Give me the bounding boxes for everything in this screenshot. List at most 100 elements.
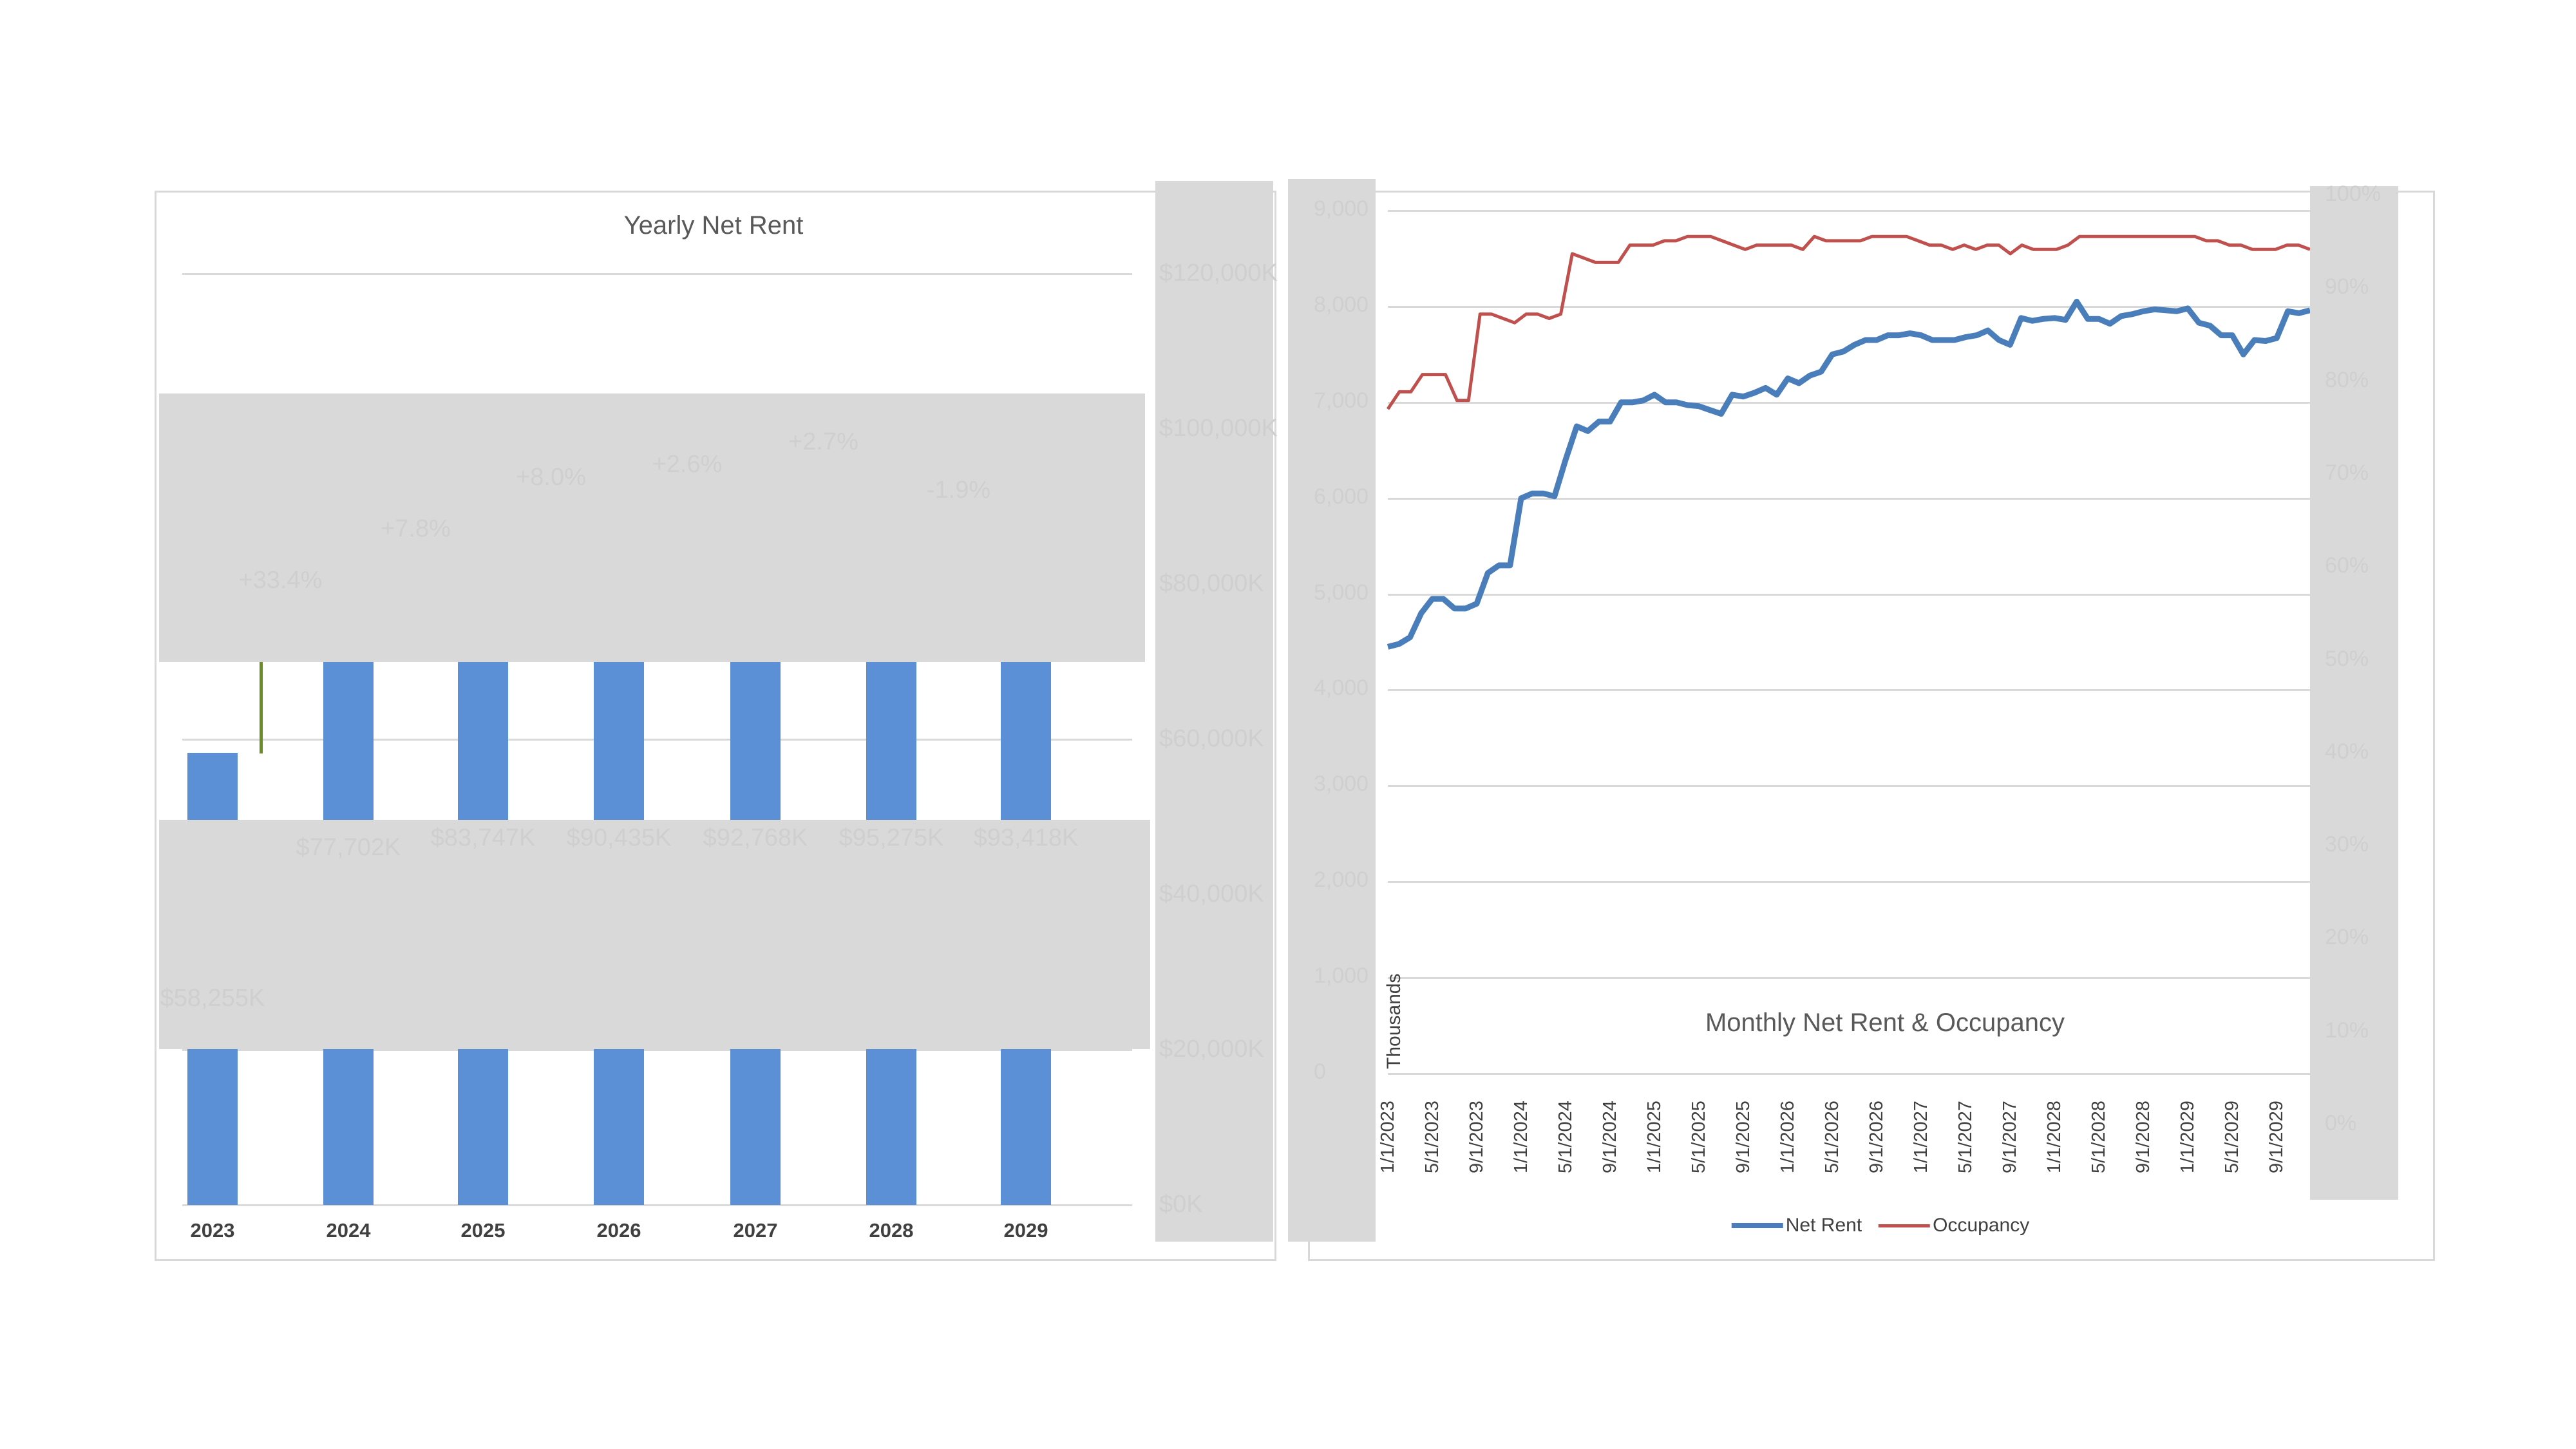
y-tick-label: 20% — [2325, 925, 2369, 950]
y-tick-label: 60% — [2325, 553, 2369, 578]
bar-value-label: $58,255K — [160, 985, 265, 1012]
gridline — [1388, 1073, 2310, 1075]
gridline — [182, 273, 1132, 275]
y-tick-label: 30% — [2325, 832, 2369, 857]
bar-value-label: $90,435K — [566, 824, 672, 851]
gridline — [1388, 401, 2310, 404]
gridline — [182, 1049, 1132, 1051]
x-tick-label: 5/1/2023 — [1422, 1101, 1443, 1173]
net-rent-line — [1387, 298, 2311, 650]
y-tick-label: $40,000K — [1159, 880, 1264, 907]
x-tick-label: 1/1/2023 — [1378, 1101, 1398, 1173]
y-tick-label: 7,000 — [1314, 388, 1369, 413]
bar-value-label: $83,747K — [430, 824, 536, 851]
y-tick-label: 40% — [2325, 739, 2369, 764]
x-tick-label: 9/1/2025 — [1733, 1101, 1754, 1173]
monthly-net-rent-occupancy-chart — [1308, 191, 2435, 1261]
x-tick-label: 2024 — [326, 1219, 371, 1242]
gridline — [1388, 689, 2310, 692]
upper-label-overlay — [159, 393, 1145, 662]
gridline — [1388, 881, 2310, 884]
bar-value-label: $77,702K — [296, 833, 401, 861]
y-tick-label: $60,000K — [1159, 725, 1264, 752]
x-tick-label: 5/1/2029 — [2222, 1101, 2243, 1173]
y-tick-label: 2,000 — [1314, 867, 1369, 893]
y-tick-label: 70% — [2325, 460, 2369, 485]
percent-change-label: -1.9% — [926, 477, 991, 504]
gridline — [1388, 977, 2310, 980]
x-tick-label: 5/1/2026 — [1822, 1101, 1843, 1173]
x-tick-label: 2029 — [1003, 1219, 1048, 1242]
lower-label-overlay — [159, 820, 1150, 1049]
gridline — [1388, 210, 2310, 212]
x-tick-label: 2025 — [460, 1219, 506, 1242]
y-tick-label: 1,000 — [1314, 963, 1369, 989]
x-tick-label: 2027 — [733, 1219, 778, 1242]
y-tick-label: 3,000 — [1314, 772, 1369, 797]
x-tick-label: 1/1/2029 — [2177, 1101, 2199, 1173]
y-tick-label: 5,000 — [1314, 580, 1369, 605]
percent-change-label: +7.8% — [381, 515, 451, 542]
y-tick-label: 8,000 — [1314, 292, 1369, 317]
y-tick-label: $120,000K — [1159, 260, 1278, 287]
occupancy-line — [1386, 234, 2311, 410]
bar-value-label: $95,275K — [838, 824, 944, 851]
percent-change-label: +2.6% — [652, 451, 723, 478]
legend-net-rent[interactable]: Net Rent — [1731, 1215, 1862, 1236]
x-tick-label: 1/1/2027 — [1911, 1101, 1932, 1173]
x-tick-label: 5/1/2028 — [2088, 1101, 2110, 1173]
y-tick-label: 0 — [1314, 1059, 1326, 1084]
right-right-axis-overlay — [2310, 186, 2398, 1200]
y-tick-label: 6,000 — [1314, 484, 1369, 509]
change-arrow-2023-2024 — [260, 644, 263, 753]
gridline — [1388, 497, 2310, 500]
percent-change-label: +8.0% — [516, 464, 586, 491]
legend-occupancy[interactable]: Occupancy — [1879, 1215, 2029, 1236]
y-tick-label: $80,000K — [1159, 570, 1264, 597]
chart-title-monthly: Monthly Net Rent & Occupancy — [1705, 1009, 2065, 1037]
percent-change-label: +33.4% — [238, 567, 323, 594]
legend-label: Occupancy — [1933, 1215, 2030, 1236]
x-tick-label: 5/1/2025 — [1689, 1101, 1710, 1173]
chart-title-yearly: Yearly Net Rent — [623, 211, 804, 240]
y-tick-label: 90% — [2325, 274, 2369, 299]
y-tick-label: 10% — [2325, 1018, 2369, 1043]
y-tick-label: 80% — [2325, 367, 2369, 392]
x-tick-label: 9/1/2027 — [2000, 1101, 2021, 1173]
x-tick-label: 1/1/2026 — [1777, 1101, 1799, 1173]
x-tick-label: 1/1/2025 — [1644, 1101, 1665, 1173]
occupancy-swatch-icon — [1879, 1224, 1931, 1227]
gridline — [1388, 593, 2310, 596]
y-tick-label: 4,000 — [1314, 676, 1369, 701]
legend-label: Net Rent — [1785, 1215, 1862, 1236]
percent-change-label: +2.7% — [788, 428, 858, 455]
y-tick-label: 9,000 — [1314, 196, 1369, 221]
net-rent-swatch-icon — [1731, 1223, 1783, 1228]
x-tick-label: 5/1/2024 — [1555, 1101, 1577, 1173]
y-tick-label: 100% — [2325, 182, 2381, 206]
x-tick-label: 9/1/2024 — [1600, 1101, 1621, 1173]
y-tick-label: 50% — [2325, 646, 2369, 671]
x-tick-label: 9/1/2026 — [1866, 1101, 1888, 1173]
x-tick-label: 1/1/2028 — [2044, 1101, 2065, 1173]
x-tick-label: 2023 — [190, 1219, 235, 1242]
y-tick-label: $100,000K — [1159, 415, 1278, 442]
bar-value-label: $93,418K — [973, 824, 1079, 851]
gridline — [1388, 785, 2310, 788]
left-y-axis-overlay — [1155, 181, 1273, 1242]
x-tick-label: 2028 — [869, 1219, 914, 1242]
gridline — [182, 739, 1132, 741]
x-tick-label: 9/1/2023 — [1466, 1101, 1488, 1173]
x-tick-label: 9/1/2028 — [2133, 1101, 2154, 1173]
x-tick-label: 1/1/2024 — [1511, 1101, 1532, 1173]
right-left-axis-overlay — [1288, 179, 1376, 1242]
y-axis-unit-label: Thousands — [1383, 973, 1405, 1069]
bar-value-label: $92,768K — [703, 824, 808, 851]
y-tick-label: 0% — [2325, 1111, 2357, 1135]
x-tick-label: 9/1/2029 — [2266, 1101, 2287, 1173]
legend: Net Rent Occupancy — [1731, 1215, 2029, 1236]
y-tick-label: $0K — [1159, 1191, 1203, 1218]
y-tick-label: $20,000K — [1159, 1036, 1264, 1063]
gridline — [1388, 305, 2310, 308]
